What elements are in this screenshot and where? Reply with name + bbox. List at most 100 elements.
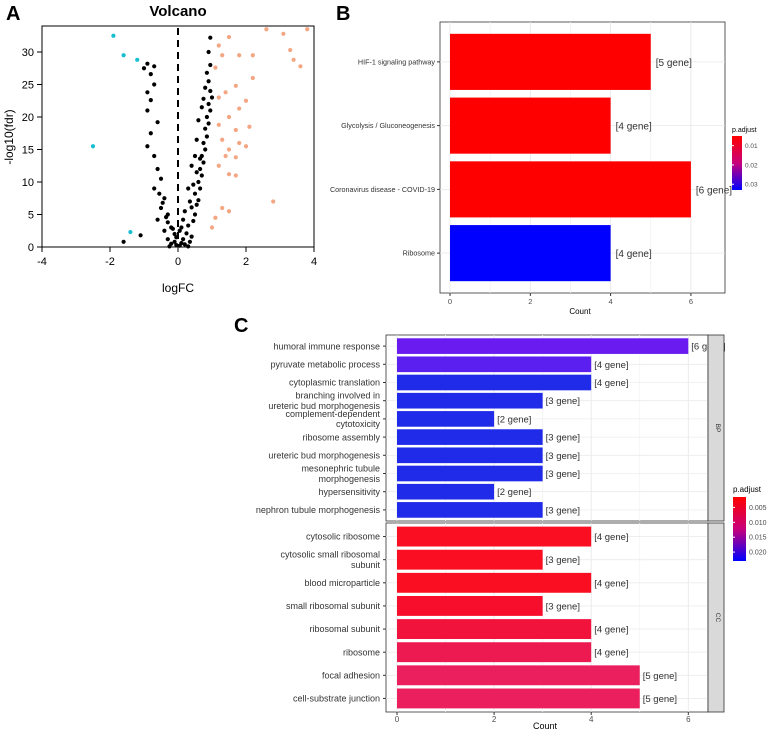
volcano-point-ns <box>204 70 209 75</box>
go-facet-strip-label: BP <box>714 424 721 433</box>
go-x-tick-label: 2 <box>492 715 497 724</box>
volcano-point-ns <box>189 205 194 210</box>
volcano-point-up <box>209 225 215 230</box>
kegg-x-tick-label: 0 <box>448 297 452 306</box>
volcano-panel: A Volcano -4 -2 0 2 4 0 5 10 15 20 25 30 logFC -log… <box>2 3 317 295</box>
volcano-point-ns <box>162 228 167 233</box>
volcano-point-ns <box>191 182 196 187</box>
go-bar-label: [5 gene] <box>643 694 677 705</box>
go-x-axis: 0 2 4 6 <box>395 712 691 724</box>
go-bar <box>397 356 592 373</box>
kegg-x-tick-label: 2 <box>528 297 532 306</box>
volcano-point-ns <box>208 35 213 40</box>
volcano-point-ns <box>196 118 201 123</box>
volcano-point-ns <box>199 105 204 110</box>
kegg-legend: p.adjust 0.01 0.02 0.03 <box>732 127 758 190</box>
volcano-point-ns <box>192 212 198 217</box>
go-bar-label: [4 gene] <box>594 532 628 543</box>
go-bar <box>397 665 640 686</box>
volcano-point-ns <box>155 120 160 125</box>
go-category-label: focal adhesion <box>322 670 380 680</box>
go-bar-label: [3 gene] <box>546 555 580 566</box>
go-bar <box>397 374 592 391</box>
volcano-point-up <box>298 64 303 69</box>
go-category-label: cytosolic ribosome <box>306 532 380 542</box>
go-bar-label: [3 gene] <box>546 469 580 480</box>
volcano-point-ns <box>138 233 143 238</box>
go-category-label: ribosome <box>343 647 380 657</box>
kegg-category-label: Ribosome <box>403 249 435 258</box>
kegg-legend-tick-label: 0.01 <box>745 143 758 150</box>
volcano-point-up <box>288 47 293 53</box>
panel-letter-a: A <box>6 3 20 25</box>
volcano-point-ns <box>194 170 199 175</box>
volcano-point-ns <box>198 186 203 191</box>
volcano-point-ns <box>208 62 213 68</box>
volcano-point-up <box>271 199 276 204</box>
volcano-points <box>90 27 310 249</box>
volcano-point-down <box>90 144 96 149</box>
volcano-point-ns <box>165 220 170 225</box>
volcano-point-ns <box>203 126 208 131</box>
kegg-x-axis-label: Count <box>569 307 591 316</box>
volcano-point-ns <box>181 217 186 222</box>
volcano-point-ns <box>145 90 150 95</box>
volcano-point-up <box>247 124 252 129</box>
volcano-point-up <box>216 95 221 100</box>
go-legend-tick-label: 0.005 <box>749 505 767 512</box>
volcano-point-up <box>216 122 221 127</box>
volcano-point-ns <box>167 244 172 249</box>
go-legend-colorbar <box>733 497 746 561</box>
volcano-point-ns <box>172 231 177 237</box>
kegg-x-tick-label: 4 <box>609 297 613 306</box>
go-category-label: hypersensitivity <box>318 487 380 497</box>
volcano-title: Volcano <box>149 3 206 20</box>
kegg-bar-label: [4 gene] <box>616 249 652 260</box>
go-bar <box>397 392 543 409</box>
volcano-point-ns <box>198 166 203 172</box>
kegg-bar <box>450 225 611 282</box>
go-bar-panel: C [6 gene]humoral immune response[4 gene… <box>234 315 767 731</box>
volcano-point-ns <box>182 209 187 214</box>
volcano-point-up <box>233 155 238 160</box>
volcano-point-up <box>243 98 249 103</box>
kegg-category-label: Coronavirus disease - COVID-19 <box>330 185 435 194</box>
kegg-bars: [5 gene] [4 gene] [6 gene] [4 gene] <box>450 33 732 282</box>
volcano-y-axis-label: -log10(fdr) <box>2 109 16 164</box>
go-x-tick-label: 0 <box>395 715 400 724</box>
kegg-bar-label: [4 gene] <box>616 122 652 133</box>
volcano-point-ns <box>203 85 208 90</box>
volcano-point-up <box>233 173 238 178</box>
volcano-point-ns <box>204 134 209 139</box>
volcano-point-up <box>226 147 232 152</box>
volcano-point-ns <box>192 153 198 159</box>
go-bar-label: [3 gene] <box>546 433 580 444</box>
volcano-point-ns <box>155 217 160 222</box>
volcano-point-ns <box>145 61 150 66</box>
volcano-point-up <box>233 127 238 133</box>
volcano-point-ns <box>209 95 215 100</box>
volcano-y-tick-label: 5 <box>28 210 34 222</box>
go-legend-tick-label: 0.015 <box>749 535 767 542</box>
go-bar-label: [4 gene] <box>594 378 628 389</box>
go-category-label: complement-dependent cytotoxicity <box>285 409 380 429</box>
volcano-point-ns <box>208 108 213 113</box>
volcano-point-ns <box>206 101 211 107</box>
kegg-legend-tick-label: 0.02 <box>745 162 758 169</box>
volcano-point-ns <box>155 166 160 172</box>
volcano-point-up <box>213 215 218 220</box>
volcano-point-up <box>226 34 232 40</box>
go-x-tick-label: 6 <box>686 715 691 724</box>
go-category-label: branching involved in ureteric bud morpho… <box>268 391 380 411</box>
go-bar-label: [5 gene] <box>643 671 677 682</box>
volcano-point-ns <box>152 64 157 69</box>
go-bar <box>397 549 543 570</box>
volcano-point-up <box>220 137 225 142</box>
go-bar-label: [3 gene] <box>546 451 580 462</box>
go-legend: p.adjust 0.005 0.010 0.015 0.020 <box>733 485 767 561</box>
go-facets: [6 gene]humoral immune response[4 gene]p… <box>256 334 726 713</box>
volcano-point-ns <box>199 173 204 178</box>
volcano-point-ns <box>121 239 126 244</box>
volcano-point-ns <box>177 228 182 233</box>
volcano-point-ns <box>201 140 206 146</box>
